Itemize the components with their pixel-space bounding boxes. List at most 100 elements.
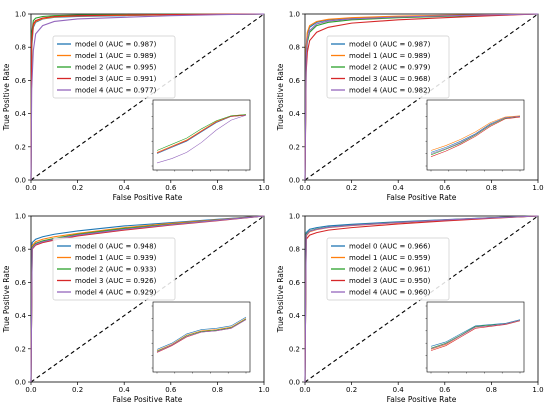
legend-box [52,237,176,301]
legend-entry: model 1 (AUC = 0.989) [349,52,431,60]
y-axis-label: True Positive Rate [276,265,285,333]
legend-entry: model 0 (AUC = 0.966) [349,243,431,251]
y-tick-label: 0.8 [289,44,300,52]
y-axis-label: True Positive Rate [2,63,11,131]
legend-entry: model 2 (AUC = 0.979) [349,64,431,72]
y-tick-label: 0.4 [289,110,301,118]
legend-entry: model 1 (AUC = 0.939) [75,254,157,262]
x-axis-label: False Positive Rate [113,395,183,404]
y-tick-label: 0.8 [15,246,26,254]
roc-curve-model-3 [304,215,539,383]
roc-curve-model-3 [30,13,265,181]
legend: model 0 (AUC = 0.987) model 1 (AUC = 0.98… [326,35,450,99]
roc-panel-1: 0.0 0.2 0.4 0.6 0.8 1.0 0.0 0.2 0.4 0.6 0.8 1.0 Fals… [276,11,544,203]
inset-frame [426,301,525,373]
inset-curve-model-3 [156,114,247,154]
x-tick-label: 0.8 [212,386,223,394]
inset-curve-model-4 [156,319,247,353]
x-axis-label: False Positive Rate [387,395,457,404]
inset-plot [425,99,525,172]
legend-entry: model 4 (AUC = 0.982) [349,87,431,95]
legend-entry: model 2 (AUC = 0.961) [349,266,431,274]
inset-curve-model-1 [156,318,247,351]
roc-curve-model-3 [304,13,539,181]
roc-curve-model-4 [304,215,539,383]
x-tick-label: 0.8 [486,184,497,192]
inset-curve-model-2 [430,116,521,156]
y-axis-label: True Positive Rate [276,63,285,131]
y-tick-label: 0.4 [15,110,27,118]
inset-curve-model-3 [430,320,521,351]
x-tick-label: 0.6 [165,184,177,192]
inset-frame [152,301,251,373]
x-tick-label: 0.6 [439,184,451,192]
legend-box [326,237,450,301]
x-tick-label: 0.2 [346,184,357,192]
x-axis-label: False Positive Rate [387,193,457,202]
roc-curve-model-4 [30,13,265,181]
inset-plot [151,301,251,374]
legend-entry: model 3 (AUC = 0.950) [349,277,431,285]
roc-curve-model-1 [30,215,265,383]
legend-entry: model 3 (AUC = 0.926) [75,277,157,285]
legend-entry: model 4 (AUC = 0.977) [75,87,157,95]
y-tick-label: 0.4 [15,312,27,320]
x-tick-label: 0.6 [165,386,177,394]
legend: model 0 (AUC = 0.948) model 1 (AUC = 0.93… [52,237,176,301]
x-tick-label: 0.4 [393,184,405,192]
y-axis-label: True Positive Rate [2,265,11,333]
roc-curve-model-0 [30,215,265,383]
x-tick-label: 0.2 [346,386,357,394]
legend-box [52,35,176,99]
y-tick-label: 0.8 [15,44,26,52]
x-tick-label: 0.8 [212,184,223,192]
x-tick-label: 0.0 [25,386,36,394]
x-tick-label: 0.4 [119,386,131,394]
inset-curve-model-3 [430,116,521,157]
inset-plot [151,99,251,172]
inset-curve-model-4 [430,116,521,154]
inset-plot [425,301,525,374]
x-tick-label: 0.0 [25,184,36,192]
legend-entry: model 3 (AUC = 0.968) [349,75,431,83]
y-tick-label: 0.2 [15,143,26,151]
inset-curve-model-0 [430,319,521,347]
y-tick-label: 0.6 [289,279,301,287]
x-tick-label: 0.4 [393,386,405,394]
y-tick-label: 1.0 [289,213,300,221]
legend-entry: model 2 (AUC = 0.995) [75,64,157,72]
inset-curve-model-4 [156,114,247,164]
x-tick-label: 0.8 [486,386,497,394]
x-tick-label: 1.0 [258,184,269,192]
x-tick-label: 0.0 [299,386,310,394]
inset-curve-model-1 [430,115,521,151]
x-tick-label: 1.0 [532,386,543,394]
legend-entry: model 3 (AUC = 0.991) [75,75,157,83]
y-tick-label: 0.2 [15,345,26,353]
y-tick-label: 0.8 [289,246,300,254]
legend-entry: model 4 (AUC = 0.929) [75,289,157,297]
x-tick-label: 1.0 [532,184,543,192]
legend-entry: model 0 (AUC = 0.987) [349,41,431,49]
y-tick-label: 0.0 [289,379,300,387]
roc-panel-3: 0.0 0.2 0.4 0.6 0.8 1.0 0.0 0.2 0.4 0.6 0.8 1.0 Fals… [276,213,544,405]
roc-panel-2: 0.0 0.2 0.4 0.6 0.8 1.0 0.0 0.2 0.4 0.6 0.8 1.0 Fals… [2,213,270,405]
roc-curve-model-4 [304,13,539,181]
y-tick-label: 0.6 [15,279,27,287]
y-tick-label: 1.0 [289,11,300,19]
roc-panel-0: 0.0 0.2 0.4 0.6 0.8 1.0 0.0 0.2 0.4 0.6 0.8 1.0 Fals… [2,11,270,203]
x-tick-label: 1.0 [258,386,269,394]
legend-entry: model 4 (AUC = 0.960) [349,289,431,297]
y-tick-label: 0.2 [289,345,300,353]
x-tick-label: 0.2 [72,184,83,192]
legend-entry: model 0 (AUC = 0.948) [75,243,157,251]
x-tick-label: 0.0 [299,184,310,192]
y-tick-label: 0.0 [15,379,26,387]
legend-entry: model 1 (AUC = 0.959) [349,254,431,262]
inset-curve-model-4 [430,319,521,350]
y-tick-label: 1.0 [15,213,26,221]
x-tick-label: 0.4 [119,184,131,192]
y-tick-label: 0.2 [289,143,300,151]
y-tick-label: 0.6 [289,77,301,85]
